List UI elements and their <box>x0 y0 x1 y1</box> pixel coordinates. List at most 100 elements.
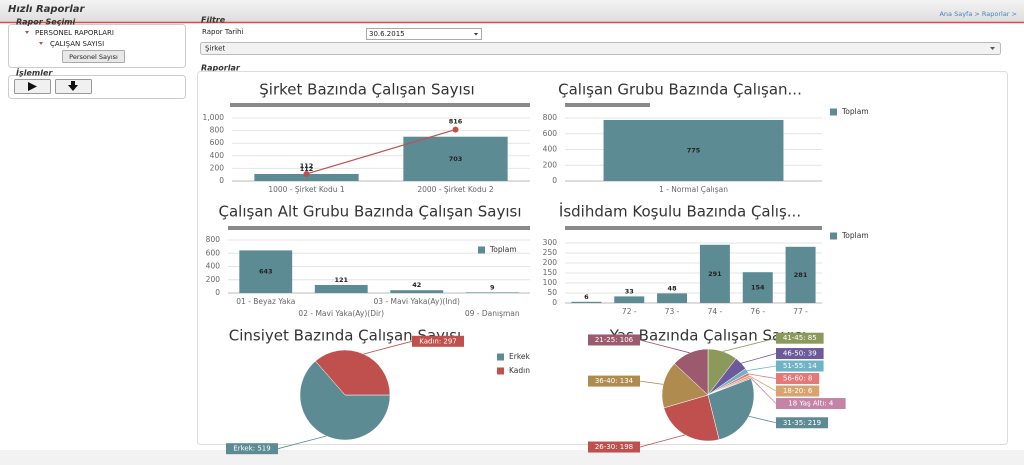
breadcrumb[interactable]: Ana Sayfa > Raporlar > <box>939 10 1017 18</box>
label-box <box>588 334 640 346</box>
bar <box>571 301 602 303</box>
tree-toggle[interactable] <box>39 42 43 45</box>
y-tick-label: 0 <box>552 176 557 185</box>
report-button[interactable] <box>62 50 125 63</box>
chart-title: Çalışan Grubu Bazında Çalışan... <box>558 81 802 99</box>
data-label: 33 <box>625 287 634 295</box>
data-label: 121 <box>334 276 348 284</box>
legend-label: Toplam <box>841 231 869 240</box>
title-underline <box>565 226 822 230</box>
x-tick-label: 09 - Danışman <box>465 309 520 318</box>
x-tick-label: 72 - <box>622 307 637 316</box>
bar <box>254 173 359 181</box>
title-underline <box>228 226 530 230</box>
data-label: 31-35: 219 <box>783 419 821 427</box>
x-tick-label: 1000 - Şirket Kodu 1 <box>268 185 345 194</box>
line-point <box>452 126 459 133</box>
legend-label: Kadın <box>509 366 530 375</box>
legend-swatch <box>497 353 504 361</box>
data-label: 112 <box>300 162 314 170</box>
label-connector <box>363 340 413 355</box>
y-tick-label: 1,000 <box>203 113 225 122</box>
download-icon <box>68 81 78 91</box>
pie-slice <box>661 363 709 409</box>
header-title: Hızlı Raporlar <box>8 4 86 15</box>
data-label: 42 <box>412 281 421 289</box>
data-label: 775 <box>687 146 701 154</box>
data-label: 9 <box>490 283 495 291</box>
bar <box>390 290 444 293</box>
y-tick-label: 200 <box>206 275 221 284</box>
bar <box>465 292 519 293</box>
tree-item[interactable]: ÇALIŞAN SAYISI <box>50 40 104 48</box>
line-point <box>303 170 310 177</box>
y-tick-label: 400 <box>210 151 225 160</box>
y-tick-label: 300 <box>543 238 558 247</box>
line-series <box>306 129 456 175</box>
chart-title: Yaş Bazında Çalışan Sayısı <box>609 327 806 345</box>
data-label: 18-20: 6 <box>783 387 813 395</box>
y-tick-label: 100 <box>543 278 558 287</box>
actions-title: İşlemler <box>16 68 53 78</box>
play-icon <box>28 82 37 91</box>
label-connector <box>746 365 777 372</box>
data-label: 21-25: 106 <box>595 336 634 344</box>
y-tick-label: 800 <box>543 113 558 122</box>
x-tick-label: 02 - Mavi Yaka(Ay)(Dir) <box>298 309 384 318</box>
chart-title: Cinsiyet Bazında Çalışan Sayısı <box>229 327 461 345</box>
report-button-label: Personel Sayısı <box>69 53 118 61</box>
y-tick-label: 600 <box>210 138 225 147</box>
pie-slice <box>663 394 720 442</box>
footer-bar <box>0 450 1024 465</box>
label-connector <box>277 435 327 450</box>
y-tick-label: 800 <box>210 126 225 135</box>
bar <box>603 119 784 181</box>
data-label: 26-30: 198 <box>595 443 633 451</box>
legend-label: Toplam <box>841 107 869 116</box>
report-panel <box>8 24 186 68</box>
data-label: 154 <box>751 284 765 292</box>
y-tick-label: 600 <box>543 129 558 138</box>
label-connector <box>639 339 690 354</box>
data-label: 36-40: 134 <box>595 377 634 385</box>
label-box <box>776 332 824 344</box>
tree-toggle[interactable] <box>25 31 29 34</box>
data-label: 46-50: 39 <box>783 350 817 358</box>
y-tick-label: 400 <box>206 262 221 271</box>
y-tick-label: 400 <box>543 145 558 154</box>
tree-item[interactable]: PERSONEL RAPORLARI <box>35 29 114 37</box>
data-label: 6 <box>584 293 589 301</box>
label-connector <box>639 380 664 385</box>
reports-title: Raporlar <box>201 64 241 73</box>
y-tick-label: 800 <box>206 235 221 244</box>
data-label: 703 <box>449 155 463 163</box>
bar <box>785 246 816 303</box>
label-connector <box>722 337 777 352</box>
select-arrow <box>474 33 478 36</box>
label-box <box>776 360 824 372</box>
bar <box>742 272 773 303</box>
data-label: 56-60: 8 <box>783 375 812 383</box>
data-label: 112 <box>300 165 314 173</box>
legend-swatch <box>497 367 504 375</box>
label-box <box>588 441 640 453</box>
x-tick-label: 2000 - Şirket Kodu 2 <box>417 185 494 194</box>
bar <box>314 284 368 293</box>
company-select[interactable] <box>200 42 1001 55</box>
data-label: 643 <box>259 268 273 276</box>
header-bar <box>0 0 1024 22</box>
label-box <box>776 373 820 385</box>
legend-label: Erkek <box>509 352 531 361</box>
label-box <box>588 375 640 387</box>
company-select-label: Şirket <box>205 45 225 53</box>
y-tick-label: 0 <box>219 176 224 185</box>
date-select[interactable] <box>366 28 482 40</box>
bar <box>657 293 688 303</box>
y-tick-label: 150 <box>543 268 558 277</box>
pie-slice <box>315 349 391 396</box>
label-connector <box>750 377 777 404</box>
y-tick-label: 250 <box>543 248 558 257</box>
label-box <box>776 417 828 429</box>
chart-title: Şirket Bazında Çalışan Sayısı <box>259 81 474 99</box>
data-label: 291 <box>708 270 722 278</box>
